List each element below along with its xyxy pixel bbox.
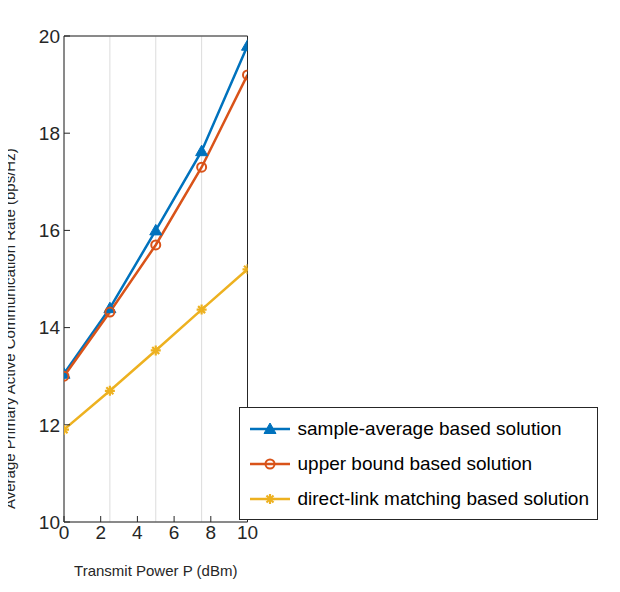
svg-text:2: 2 bbox=[95, 522, 106, 543]
svg-text:8: 8 bbox=[206, 522, 217, 543]
svg-text:6: 6 bbox=[169, 522, 180, 543]
html-text:direct-link matching based sol: direct-link matching based solution bbox=[297, 487, 589, 509]
svg-text:20: 20 bbox=[39, 26, 60, 47]
svg-text:0: 0 bbox=[59, 522, 70, 543]
svg-text:18: 18 bbox=[39, 123, 60, 144]
svg-text:4: 4 bbox=[132, 522, 143, 543]
svg-text:10: 10 bbox=[39, 512, 60, 533]
svg-text:Average Primary Active Communi: Average Primary Active Communication Rat… bbox=[8, 148, 18, 509]
html-text:upper bound based solution: upper bound based solution bbox=[297, 452, 532, 474]
svg-text:12: 12 bbox=[39, 415, 60, 436]
svg-text:10: 10 bbox=[237, 522, 258, 543]
svg-text:14: 14 bbox=[39, 317, 61, 338]
svg-text:16: 16 bbox=[39, 220, 60, 241]
svg-text:Transmit Power P (dBm): Transmit Power P (dBm) bbox=[74, 562, 237, 579]
html-text:sample-average based solution: sample-average based solution bbox=[297, 417, 562, 439]
